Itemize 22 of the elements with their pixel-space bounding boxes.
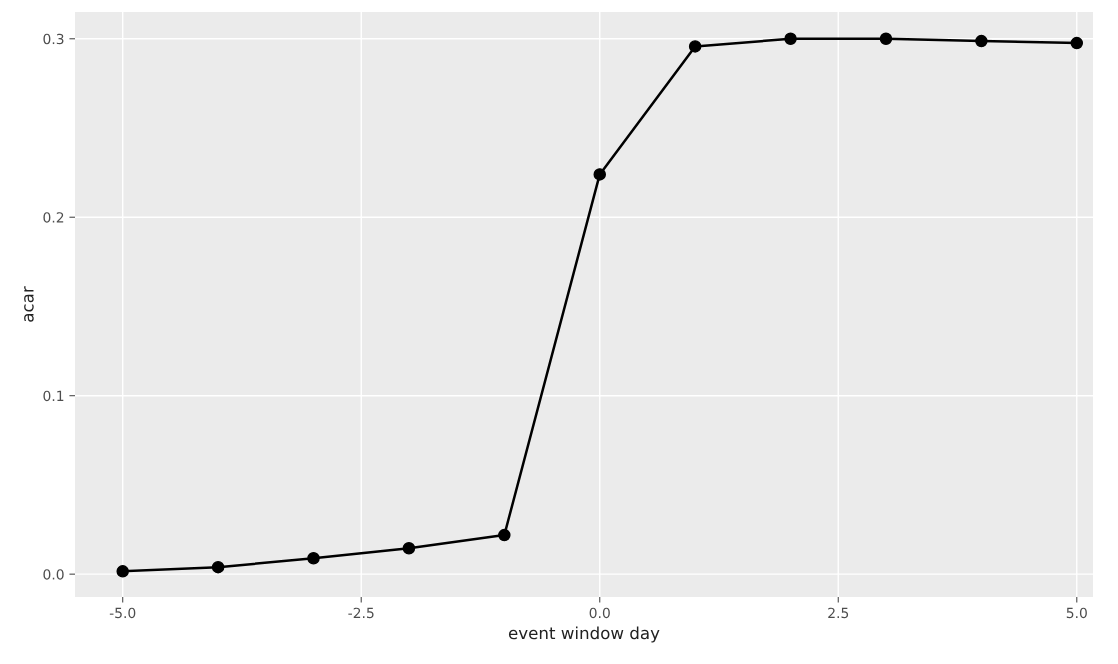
point bbox=[116, 565, 129, 578]
point bbox=[211, 560, 225, 574]
x-axis-title: event window day bbox=[508, 626, 660, 643]
point bbox=[879, 32, 893, 46]
y-tick-label: 0.2 bbox=[43, 212, 64, 223]
y-tick-label: 0.1 bbox=[43, 390, 64, 402]
x-tick-label: 0.0 bbox=[589, 607, 610, 619]
point bbox=[1070, 36, 1084, 50]
x-tick-label: 5.0 bbox=[1066, 607, 1087, 619]
point bbox=[784, 32, 797, 46]
point bbox=[307, 552, 320, 565]
point bbox=[402, 542, 416, 555]
x-tick-label: -5.0 bbox=[109, 607, 136, 619]
y-tick-label: 0.3 bbox=[43, 33, 64, 45]
point bbox=[688, 40, 702, 53]
x-tick-label: -2.5 bbox=[348, 607, 374, 619]
point bbox=[498, 528, 511, 542]
point bbox=[975, 34, 988, 48]
y-axis-title: acar bbox=[24, 286, 34, 322]
point bbox=[593, 168, 606, 181]
y-tick-label: 0.0 bbox=[43, 569, 64, 580]
x-tick-label: 2.5 bbox=[828, 607, 849, 619]
